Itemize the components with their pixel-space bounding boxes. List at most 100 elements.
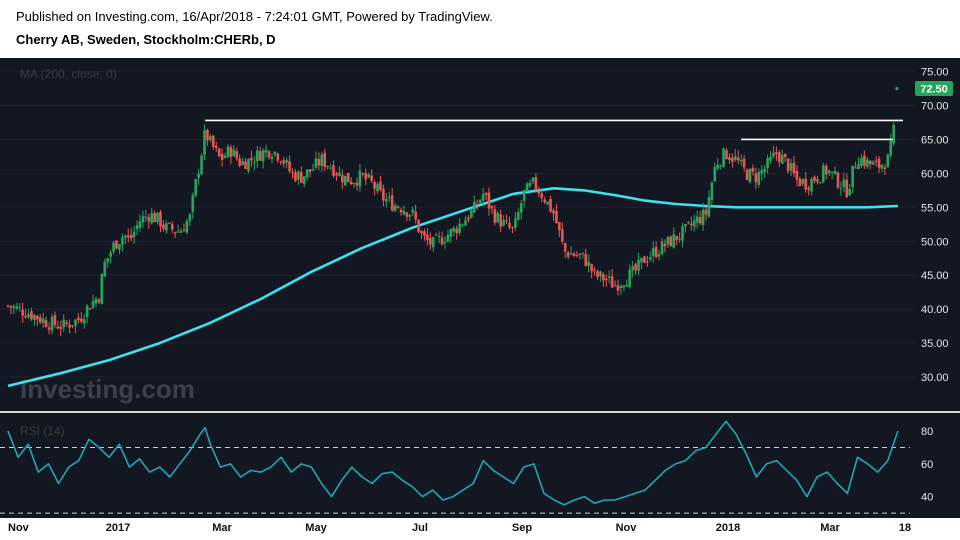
candle-body: [47, 327, 51, 330]
rsi-grid: [0, 446, 910, 514]
last-price-tag-label: 72.50: [920, 84, 948, 96]
candle-body: [525, 183, 529, 192]
candle-body: [317, 159, 321, 166]
candle-body: [710, 182, 714, 200]
rsi-indicator-label[interactable]: RSI (14): [20, 424, 65, 438]
candle-body: [543, 199, 546, 203]
candle-body: [103, 261, 107, 277]
candle-body: [517, 212, 520, 220]
candle-body: [792, 162, 796, 174]
rsi-tick-label: 80: [921, 426, 933, 438]
candle-body: [68, 324, 71, 328]
candle-body: [255, 150, 259, 161]
candle-body: [135, 225, 139, 230]
candle-body: [610, 276, 614, 288]
candle-body: [311, 169, 315, 171]
candle-body: [819, 181, 822, 184]
candle-body: [33, 314, 36, 321]
candle-body: [341, 175, 344, 183]
candle-body: [338, 172, 341, 176]
candle-body: [889, 140, 893, 156]
candle-body: [335, 173, 338, 176]
candle-body: [546, 201, 549, 205]
candle-body: [467, 217, 470, 220]
price-tick-label: 75.00: [921, 67, 949, 79]
candle-body: [194, 179, 197, 196]
candle-body: [502, 220, 505, 226]
candle-body: [109, 252, 112, 257]
candle-body: [692, 220, 696, 227]
candle-body: [631, 266, 634, 271]
candle-body: [197, 173, 200, 178]
candle-body: [619, 285, 623, 289]
price-tick-label: 50.00: [921, 236, 949, 248]
candle-body: [672, 234, 676, 248]
candle-body: [361, 173, 365, 175]
candle-body: [778, 152, 781, 163]
price-tick-label: 40.00: [921, 304, 949, 316]
candle-body: [417, 219, 420, 233]
candle-body: [725, 150, 728, 160]
candle-body: [780, 155, 784, 164]
candle-body: [877, 158, 881, 168]
candle-body: [15, 306, 19, 309]
candle-body: [297, 171, 300, 180]
candle-body: [100, 274, 104, 305]
candle-body: [851, 165, 854, 188]
candle-body: [279, 161, 283, 163]
candle-body: [408, 214, 412, 217]
candle-body: [440, 237, 444, 245]
candle-body: [757, 171, 761, 185]
candle-body: [235, 151, 239, 159]
candle-body: [420, 231, 423, 234]
candle-body: [162, 224, 165, 229]
candle-body: [490, 206, 494, 209]
candle-body: [396, 206, 400, 208]
time-tick-label: Nov: [616, 522, 638, 534]
candle-body: [138, 221, 142, 228]
ma-indicator-label[interactable]: MA (200, close, 0): [20, 67, 117, 81]
candle-body: [739, 159, 743, 162]
time-tick-label: Mar: [212, 522, 232, 534]
candle-body: [153, 213, 156, 223]
candle-body: [772, 152, 775, 157]
candle-body: [643, 256, 646, 263]
candle-body: [118, 244, 121, 250]
candle-body: [229, 147, 233, 157]
candle-body: [769, 156, 772, 161]
candle-body: [681, 226, 684, 241]
candle-body: [874, 160, 878, 162]
candle-body: [602, 274, 605, 281]
time-tick-label: 2017: [106, 522, 130, 534]
candle-body: [288, 161, 291, 172]
candle-body: [74, 319, 77, 326]
candle-body: [514, 218, 517, 228]
candle-body: [168, 222, 171, 224]
candle-body: [839, 188, 843, 190]
candle-body: [868, 160, 872, 165]
price-tick-label: 65.00: [921, 134, 949, 146]
candle-body: [355, 182, 359, 186]
candle-body: [364, 172, 368, 180]
price-axis: 30.00 35.00 40.00 45.00 50.00 55.00 60.00 65.00…: [921, 67, 949, 384]
candle-body: [813, 176, 816, 182]
candle-body: [115, 240, 118, 249]
price-candles: [6, 86, 899, 337]
candle-body: [156, 212, 159, 222]
candle-body: [575, 255, 579, 257]
chart-background: [0, 58, 960, 518]
candle-body: [569, 253, 573, 255]
candle-body: [121, 237, 124, 245]
candle-body: [94, 298, 98, 304]
candle-body: [596, 271, 599, 277]
candle-body: [666, 236, 670, 245]
time-tick-label: Mar: [820, 522, 840, 534]
candle-body: [892, 124, 895, 144]
x-axis-background: [0, 518, 960, 540]
candle-body: [185, 221, 189, 233]
candle-body: [314, 158, 318, 168]
last-price-tag-box: [915, 81, 953, 97]
candle-body: [613, 285, 617, 287]
candle-body: [654, 246, 658, 257]
